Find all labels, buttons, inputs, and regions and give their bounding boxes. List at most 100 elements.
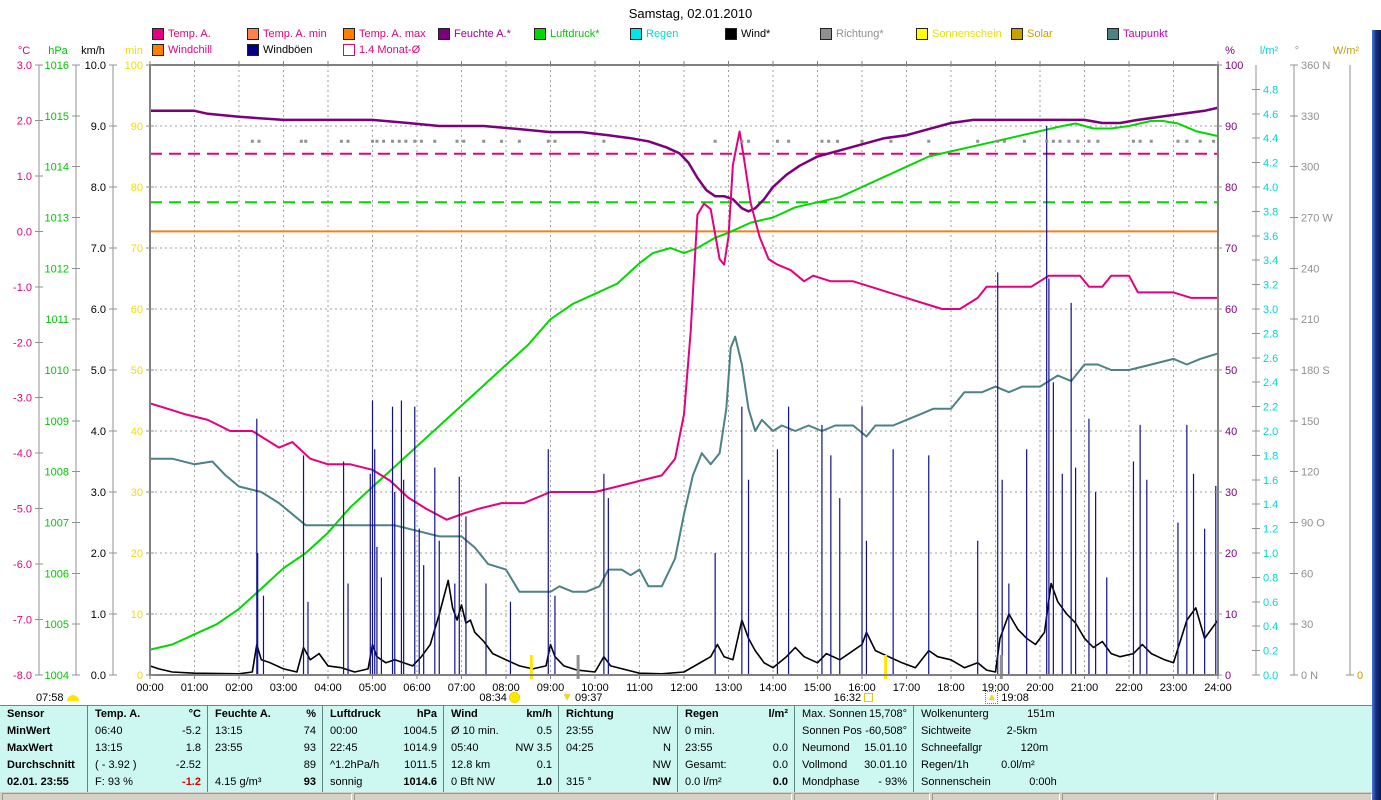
- svg-text:2.0: 2.0: [1263, 426, 1278, 438]
- cell-label: Wolkenunterg: [921, 708, 989, 720]
- sun-icon: [509, 693, 519, 702]
- svg-text:12:00: 12:00: [670, 682, 698, 694]
- svg-text:1.0: 1.0: [91, 609, 106, 621]
- svg-text:10: 10: [1225, 609, 1237, 621]
- summary-table: Sensor MinWert MaxWert Durchschnitt 02.01. 2…: [0, 705, 1372, 792]
- table-column-wind: Wind km/h Ø 10 min. 0.5 05:40 NW 3.5 12.8 km 0.…: [443, 706, 558, 792]
- cell-label: Sichtweite: [921, 725, 972, 737]
- svg-text:4.0: 4.0: [1263, 182, 1278, 194]
- status-bar-panel: [2, 793, 352, 800]
- cell-label: Max. Sonnen: [802, 708, 867, 720]
- status-bar-panel: [1062, 793, 1215, 800]
- legend-label: Solar: [1027, 28, 1053, 40]
- legend-row-1: Temp. A. Temp. A. min Temp. A. max Feuchte …: [0, 28, 1381, 42]
- legend-swatch-icon: [630, 28, 642, 40]
- svg-text:2.2: 2.2: [1263, 402, 1278, 414]
- legend-swatch-icon: [247, 44, 259, 56]
- cell-value: -1.2: [182, 776, 201, 788]
- svg-text:6.0: 6.0: [91, 304, 106, 316]
- svg-text:-7.0: -7.0: [13, 615, 32, 627]
- cell-label: 12.8 km: [451, 759, 491, 771]
- svg-text:20: 20: [131, 548, 143, 560]
- svg-text:1011: 1011: [45, 314, 69, 326]
- cell-label: 13:15: [95, 742, 123, 754]
- svg-text:0.2: 0.2: [1263, 646, 1278, 658]
- cell-label: Durchschnitt: [7, 759, 75, 771]
- svg-text:3.2: 3.2: [1263, 280, 1278, 292]
- cell-value: 120m: [1020, 742, 1049, 754]
- svg-text:14:00: 14:00: [759, 682, 787, 694]
- svg-text:3.0: 3.0: [1263, 304, 1278, 316]
- svg-text:-3.0: -3.0: [13, 393, 32, 405]
- svg-text:150: 150: [1301, 416, 1319, 428]
- legend-item-temp-a-min: Temp. A. min: [247, 28, 327, 40]
- marker-sunset: 16:32: [834, 691, 874, 704]
- svg-text:240: 240: [1301, 263, 1319, 275]
- legend-row-2: Windchill Windböen 1.4 Monat-Ø: [0, 44, 1381, 58]
- cell-value: l/m²: [768, 708, 788, 720]
- svg-text:40: 40: [131, 426, 143, 438]
- cell-value: 1.0: [536, 776, 552, 788]
- svg-text:8.0: 8.0: [91, 182, 106, 194]
- svg-text:l/m²: l/m²: [1260, 45, 1279, 57]
- svg-text:17:00: 17:00: [893, 682, 921, 694]
- svg-text:11:00: 11:00: [626, 682, 653, 694]
- legend-label: Feuchte A.*: [454, 28, 511, 40]
- legend-item-1-4-monat-: 1.4 Monat-Ø: [343, 44, 420, 56]
- cell-value: 93: [303, 776, 316, 788]
- cell-label: Wind: [451, 708, 478, 720]
- cell-label: 23:55: [566, 725, 594, 737]
- marker-moonset: ▼ 09:37: [562, 691, 602, 704]
- svg-text:180 S: 180 S: [1301, 365, 1330, 377]
- table-column-astro: Max. Sonnen 15,708° Sonnen Pos -60,508° Neum…: [794, 706, 913, 792]
- cell-label: 23:55: [215, 742, 243, 754]
- cell-label: 04:25: [566, 742, 594, 754]
- svg-text:1008: 1008: [45, 467, 69, 479]
- status-bar-panel: [794, 793, 930, 800]
- status-bar-panel: [354, 793, 792, 800]
- svg-text:4.6: 4.6: [1263, 109, 1278, 121]
- cell-value: 0.0: [772, 742, 788, 754]
- svg-text:1007: 1007: [45, 518, 69, 530]
- cell-label: Vollmond: [802, 759, 848, 771]
- cell-value: 151m: [1027, 708, 1055, 720]
- svg-text:40: 40: [1225, 426, 1237, 438]
- svg-text:-2.0: -2.0: [13, 337, 32, 349]
- svg-text:1.0: 1.0: [17, 171, 32, 183]
- cell-label: Luftdruck: [330, 708, 381, 720]
- svg-text:0.0: 0.0: [1263, 670, 1278, 682]
- cell-value: %: [306, 708, 316, 720]
- cell-value: 2-5km: [1006, 725, 1038, 737]
- svg-text:10:00: 10:00: [581, 682, 609, 694]
- svg-text:min: min: [125, 45, 143, 57]
- svg-text:10: 10: [131, 609, 143, 621]
- legend-swatch-icon: [343, 44, 355, 56]
- svg-text:0 N: 0 N: [1301, 670, 1318, 682]
- cell-label: MinWert: [7, 725, 51, 737]
- cell-value: 0:00h: [1029, 776, 1057, 788]
- cell-label: 02.01. 23:55: [7, 776, 69, 788]
- svg-text:1006: 1006: [45, 568, 69, 580]
- legend-label: Luftdruck*: [550, 28, 600, 40]
- cell-value: NW: [652, 725, 671, 737]
- svg-text:1013: 1013: [45, 213, 69, 225]
- legend-label: Windchill: [168, 44, 213, 56]
- svg-text:0: 0: [1357, 670, 1363, 682]
- legend-swatch-icon: [1107, 28, 1119, 40]
- svg-text:1.0: 1.0: [1263, 548, 1278, 560]
- status-bar: [0, 792, 1372, 800]
- legend-item-regen: Regen: [630, 28, 678, 40]
- cell-value: 1014.6: [403, 776, 437, 788]
- svg-text:1004: 1004: [45, 670, 69, 682]
- svg-text:100: 100: [1225, 60, 1243, 72]
- cell-label: 0 Bft NW: [451, 776, 496, 788]
- legend-item-feuchte-a-: Feuchte A.*: [438, 28, 511, 40]
- cell-label: Sonnen Pos: [802, 725, 862, 737]
- svg-text:°: °: [1295, 45, 1299, 57]
- weather-chart: 00:00 01:00 02:00 03:00 04:00 05:00 06:00 07:00…: [13, 45, 1363, 694]
- svg-text:23:00: 23:00: [1160, 682, 1188, 694]
- legend-swatch-icon: [247, 28, 259, 40]
- svg-text:1010: 1010: [45, 365, 69, 377]
- cell-label: Sonnenschein: [921, 776, 991, 788]
- svg-text:3.0: 3.0: [17, 60, 32, 72]
